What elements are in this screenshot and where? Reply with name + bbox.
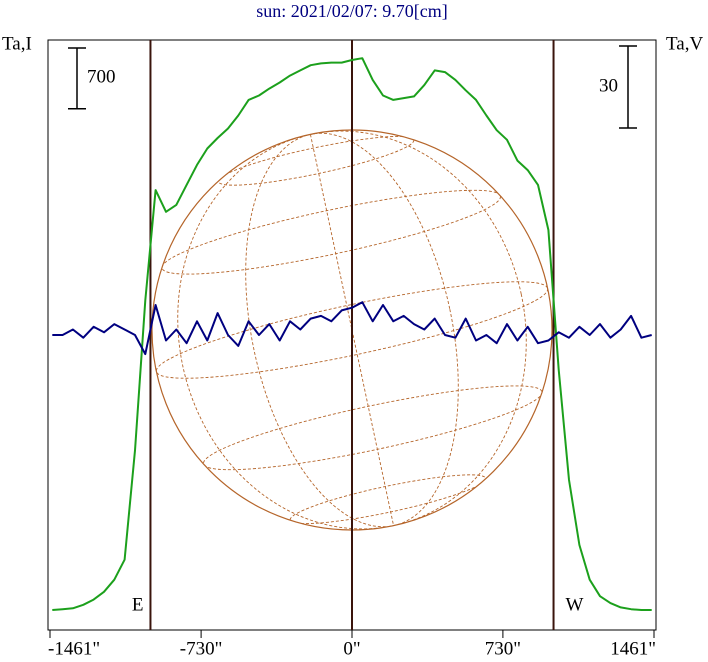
scale-label: 700 (87, 67, 116, 88)
scale-bar (619, 45, 637, 129)
x-tick-label: 1461" (610, 638, 656, 659)
x-tick-label: -1461" (48, 638, 100, 659)
y-axis-label: Ta,I (2, 33, 32, 54)
series-line (52, 57, 652, 611)
y2-axis-label: Ta,V (666, 33, 703, 54)
globe-grid (155, 130, 549, 530)
x-tick-label: 730" (485, 638, 521, 659)
limb-label: E (132, 594, 144, 615)
limb-label: W (566, 594, 584, 615)
scale-label: 30 (599, 75, 618, 96)
scale-bar (68, 47, 86, 110)
x-tick-label: 0" (343, 638, 360, 659)
x-tick-label: -730" (180, 638, 223, 659)
series-line (52, 301, 652, 356)
chart-title: sun: 2021/02/07: 9.70[cm] (256, 1, 448, 21)
